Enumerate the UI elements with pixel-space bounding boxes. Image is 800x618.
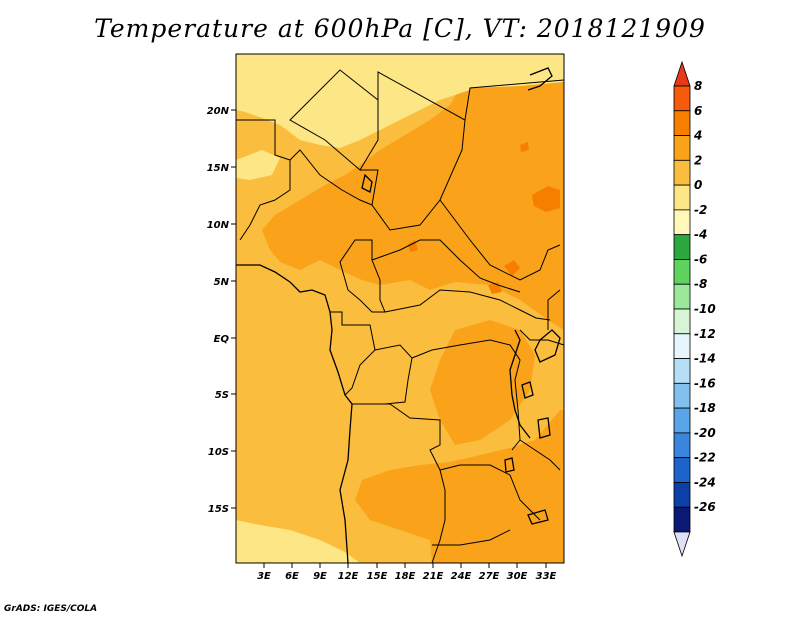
lat-label-10s: 10S (208, 447, 229, 458)
latitude-axis (231, 109, 236, 509)
colorbar-box (673, 283, 691, 310)
cool-patch-west (236, 150, 280, 180)
cool-region-sahara (236, 54, 470, 148)
colorbar-labels: 8 6 4 2 0 -2 -4 -6 -8 -10 -12 -14 -16 -18 -20 -22 -24 -26 (693, 79, 716, 514)
lat-label-5n: 5N (214, 277, 230, 288)
colorbar-label: -16 (694, 376, 716, 390)
colorbar-box (673, 209, 691, 236)
colorbar-label: -18 (694, 401, 716, 415)
lat-label-10n: 10N (207, 220, 230, 231)
colorbar-label: -4 (694, 228, 707, 242)
lat-label-20n: 20N (207, 106, 230, 117)
colorbar-label: -14 (694, 352, 716, 366)
colorbar-box (673, 482, 691, 508)
colorbar-box (673, 531, 691, 558)
lat-label-15s: 15S (208, 504, 229, 515)
colorbar-label: 4 (693, 129, 702, 143)
colorbar-box (673, 457, 691, 483)
colorbar-label: -20 (694, 426, 716, 440)
lon-label-33e: 33E (536, 571, 557, 582)
coastlines (236, 67, 561, 564)
lat-label-5s: 5S (215, 390, 229, 401)
colorbar-box (673, 234, 691, 260)
hot-spot-sudan (532, 186, 560, 212)
warm-region-southeast (355, 410, 564, 563)
colorbar-label: 2 (694, 153, 702, 167)
colorbar-label: -8 (694, 277, 707, 291)
map-frame (235, 53, 565, 564)
colorbar-boxes (673, 60, 691, 558)
cool-region-southwest (236, 520, 360, 563)
colorbar-label: 6 (694, 104, 702, 118)
longitude-axis (263, 563, 547, 568)
colorbar-label: 8 (694, 79, 702, 93)
lon-label-3e: 3E (257, 571, 271, 582)
warm-region-congo (430, 320, 535, 445)
colorbar-box (673, 308, 691, 335)
lat-label-15n: 15N (207, 163, 230, 174)
lat-label-eq: EQ (214, 334, 230, 345)
colorbar-box (673, 85, 691, 112)
colorbar-label: -12 (694, 327, 716, 341)
colorbar-box (673, 259, 691, 285)
hot-spot-car (504, 260, 520, 276)
lon-label-9e: 9E (313, 571, 327, 582)
colorbar-label: -24 (694, 475, 716, 489)
colorbar-box (673, 184, 691, 211)
colorbar-label: -10 (694, 302, 716, 316)
colorbar-label: -2 (694, 203, 707, 217)
lon-label-18e: 18E (395, 571, 416, 582)
colorbar-box (673, 407, 691, 434)
colorbar-box (673, 333, 691, 359)
colorbar-box (673, 135, 691, 161)
colorbar-label: -26 (694, 500, 716, 514)
hot-spot-sudan-north (520, 142, 529, 152)
lon-label-21e: 21E (423, 571, 444, 582)
hot-spot-chad (408, 240, 418, 252)
colorbar-box (673, 110, 691, 136)
warm-region-east (262, 80, 564, 330)
colorbar-box (673, 506, 691, 533)
lon-label-24e: 24E (451, 571, 472, 582)
colorbar-box (673, 358, 691, 384)
colorbar-label: -6 (694, 252, 707, 266)
lon-label-6e: 6E (285, 571, 299, 582)
lon-label-15e: 15E (367, 571, 388, 582)
grads-credit: GrADS: IGES/COLA (4, 604, 98, 614)
colorbar-box (673, 432, 691, 459)
lon-label-30e: 30E (507, 571, 528, 582)
colorbar-box (673, 159, 691, 186)
colorbar-box (673, 60, 691, 87)
lon-label-12e: 12E (338, 571, 359, 582)
country-borders (236, 69, 565, 564)
map-title: Temperature at 600hPa [C], VT: 201812190… (94, 14, 706, 43)
colorbar-label: -22 (694, 451, 716, 465)
colorbar-box (673, 382, 691, 409)
cool-region-northeast (470, 54, 564, 88)
colorbar-label: 0 (694, 178, 702, 192)
lon-label-27e: 27E (479, 571, 500, 582)
